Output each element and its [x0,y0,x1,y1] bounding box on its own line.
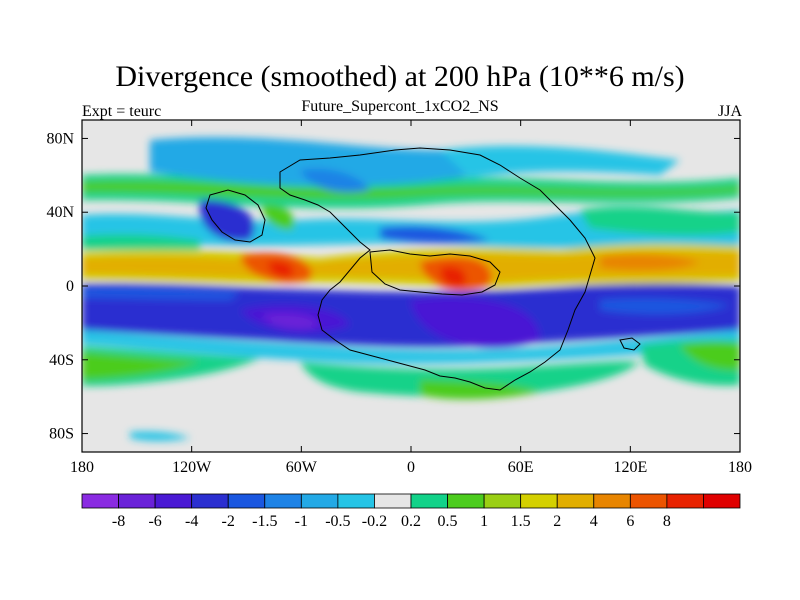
colorbar-label: -6 [148,513,161,530]
colorbar-label: -1.5 [252,513,277,530]
contour-band [380,226,490,244]
contour-band [82,352,200,380]
y-tick-label: 40N [46,204,74,221]
colorbar-box [520,493,558,509]
colorbar [81,493,741,509]
contour-band [262,313,319,329]
colorbar-box [264,493,302,509]
contour-band [82,283,740,348]
colorbar-box [556,493,595,509]
run-name-label: Future_Supercont_1xCO2_NS [301,98,499,115]
contour-band [600,298,730,315]
colorbar-label: -0.5 [325,513,350,530]
colorbar-label: 6 [626,513,634,530]
contour-band [130,431,190,441]
colorbar-box [703,493,741,509]
x-tick-label: 180 [70,459,94,476]
x-tick-label: 120W [172,459,212,476]
contour-band [300,361,640,397]
colorbar-box [483,493,522,509]
contour-band [680,341,740,371]
colorbar-labels: -8 -6 -4 -2 -1.5 -1 -0.5 -0.2 0.2 0.5 1 1.5 2 4 6 8 [112,513,671,530]
contour-band [262,204,295,230]
colorbar-label: -4 [185,513,198,530]
colorbar-label: 0.2 [401,513,421,530]
colorbar-box [81,493,119,509]
contour-band [199,199,255,242]
contour-band [82,287,240,300]
x-tick-label: 60W [286,459,318,476]
experiment-label: Expt = teurc [82,103,162,120]
colorbar-label: 2 [553,513,561,530]
colorbar-label: -0.2 [362,513,387,530]
colorbar-box [191,493,229,509]
latitude-axis: 80N 40N 0 40S 80S [46,130,740,443]
longitude-axis: 180 120W 60W 0 60E 120E 180 [70,120,752,476]
colorbar-box [410,493,448,509]
colorbar-box [666,493,704,509]
colorbar-box [374,493,412,509]
colorbar-label: -8 [112,513,125,530]
colorbar-box [447,493,485,509]
contour-band [440,145,680,178]
contour-band [410,297,540,348]
contour-band [268,260,294,278]
colorbar-label: 4 [590,513,598,530]
contour-band [82,251,740,282]
coastline [205,147,641,391]
contour-band [300,168,370,193]
y-tick-label: 80N [46,130,74,147]
y-tick-label: 80S [49,426,74,443]
x-tick-label: 60E [508,459,534,476]
colorbar-label: 1.5 [511,513,531,530]
contour-band [440,266,467,287]
y-tick-label: 0 [66,278,74,295]
contour-band [580,206,740,236]
colorbar-box [227,493,266,509]
contour-band [600,253,700,271]
colorbar-box [629,493,668,509]
colorbar-box [593,493,631,509]
colorbar-label: 1 [480,513,488,530]
colorbar-box [118,493,156,509]
y-tick-label: 40S [49,352,74,369]
x-tick-label: 0 [407,459,415,476]
x-tick-label: 180 [728,459,752,476]
colorbar-box [154,493,193,509]
x-tick-label: 120E [613,459,647,476]
plot-title: Divergence (smoothed) at 200 hPa (10**6 … [115,60,685,93]
colorbar-box [337,493,375,509]
colorbar-label: 8 [663,513,671,530]
divergence-field [82,120,740,452]
colorbar-label: -2 [222,513,235,530]
colorbar-label: 0.5 [438,513,458,530]
contour-band [82,234,200,250]
colorbar-box [300,493,339,509]
season-label: JJA [717,103,742,120]
contour-band [82,330,740,364]
contour-band [420,380,540,400]
colorbar-label: -1 [295,513,308,530]
contour-band [82,181,740,199]
